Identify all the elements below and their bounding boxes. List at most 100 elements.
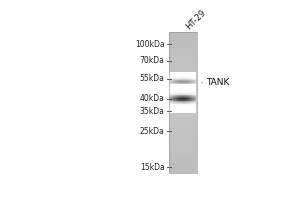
Bar xyxy=(169,45,197,47)
Bar xyxy=(183,75,184,76)
Bar xyxy=(184,107,185,108)
Bar xyxy=(193,102,194,103)
Bar xyxy=(174,109,175,110)
Bar xyxy=(192,77,193,78)
Bar xyxy=(184,89,185,90)
Bar xyxy=(194,112,195,113)
Bar xyxy=(185,108,186,109)
Bar xyxy=(187,84,188,85)
Bar xyxy=(179,86,180,87)
Bar xyxy=(195,86,196,87)
Bar xyxy=(189,105,190,106)
Bar xyxy=(169,135,197,136)
Bar xyxy=(193,96,194,97)
Bar xyxy=(176,100,177,101)
Bar xyxy=(170,104,171,105)
Bar xyxy=(178,89,179,90)
Bar xyxy=(169,80,170,81)
Bar xyxy=(175,104,176,105)
Bar xyxy=(183,89,184,90)
Bar xyxy=(190,101,191,102)
Bar xyxy=(189,82,190,83)
Bar xyxy=(174,104,175,105)
Bar xyxy=(171,75,172,76)
Bar xyxy=(171,108,172,109)
Bar xyxy=(181,102,182,103)
Bar xyxy=(187,80,188,81)
Bar xyxy=(174,89,175,90)
Bar xyxy=(193,93,194,94)
Bar xyxy=(171,102,172,103)
Bar xyxy=(172,107,173,108)
Bar xyxy=(170,77,171,78)
Bar xyxy=(191,80,192,81)
Bar xyxy=(187,87,188,88)
Bar xyxy=(188,90,189,91)
Bar xyxy=(188,89,189,90)
Bar xyxy=(192,73,193,74)
Bar xyxy=(185,84,186,85)
Bar xyxy=(172,87,173,88)
Bar xyxy=(181,91,182,92)
Bar xyxy=(169,112,197,113)
Bar xyxy=(169,96,197,98)
Bar xyxy=(191,77,192,78)
Bar xyxy=(169,69,197,71)
Bar xyxy=(173,112,174,113)
Bar xyxy=(177,90,178,91)
Bar xyxy=(193,85,194,86)
Bar xyxy=(185,78,186,79)
Bar xyxy=(169,80,197,82)
Bar xyxy=(194,88,195,89)
Bar xyxy=(191,73,192,74)
Bar xyxy=(192,91,193,92)
Bar xyxy=(182,84,183,85)
Bar xyxy=(185,81,186,82)
Bar xyxy=(191,79,192,80)
Bar xyxy=(180,85,181,86)
Bar xyxy=(184,74,185,75)
Bar xyxy=(193,90,194,91)
Bar xyxy=(188,92,189,93)
Bar xyxy=(180,99,181,100)
Bar xyxy=(176,82,177,83)
Bar xyxy=(184,75,185,76)
Bar xyxy=(181,111,182,112)
Bar xyxy=(194,87,195,88)
Bar xyxy=(180,89,181,90)
Bar xyxy=(184,99,185,100)
Bar xyxy=(169,87,170,88)
Bar xyxy=(178,91,179,92)
Bar xyxy=(178,101,179,102)
Bar xyxy=(171,90,172,91)
Bar xyxy=(187,73,188,74)
Bar xyxy=(190,91,191,92)
Bar xyxy=(195,109,196,110)
Bar xyxy=(169,94,170,95)
Bar xyxy=(182,89,183,90)
Bar xyxy=(195,96,196,97)
Bar xyxy=(177,74,178,75)
Bar xyxy=(178,74,179,75)
Bar xyxy=(180,91,181,92)
Bar xyxy=(176,77,177,78)
Bar xyxy=(188,106,189,107)
Bar xyxy=(184,78,185,79)
Bar xyxy=(188,94,189,95)
Bar xyxy=(194,98,195,99)
Bar xyxy=(182,109,183,110)
Bar xyxy=(182,108,183,109)
Bar xyxy=(169,71,197,73)
Bar xyxy=(173,76,174,77)
Bar xyxy=(182,87,183,88)
Bar xyxy=(194,93,195,94)
Bar xyxy=(176,85,177,86)
Bar xyxy=(173,107,174,108)
Bar xyxy=(183,104,184,105)
Bar xyxy=(175,75,176,76)
Bar xyxy=(185,91,186,92)
Bar xyxy=(171,91,172,92)
Bar xyxy=(175,107,176,108)
Bar xyxy=(187,105,188,106)
Bar xyxy=(190,111,191,112)
